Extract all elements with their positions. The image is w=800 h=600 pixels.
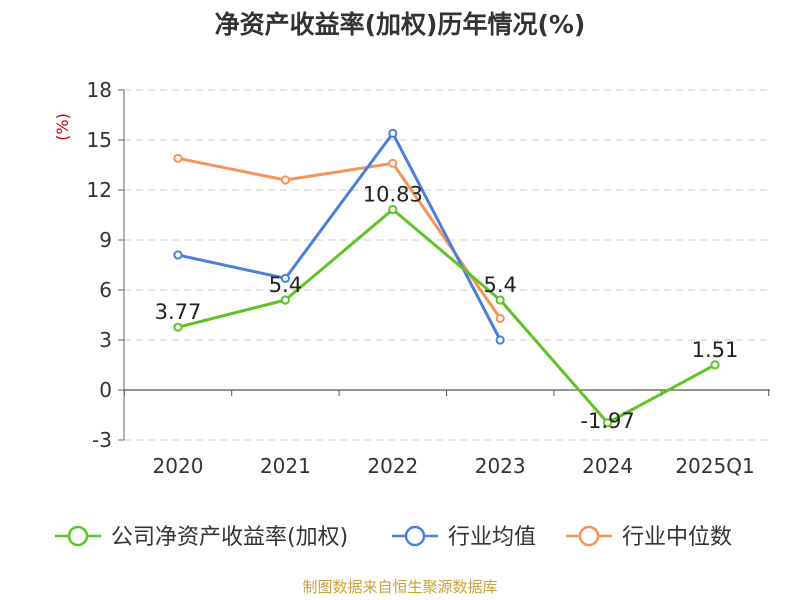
legend-marker-2 bbox=[578, 525, 600, 547]
series-0-point-2023 bbox=[495, 295, 505, 305]
x-tick-label-2025Q1: 2025Q1 bbox=[675, 454, 754, 478]
source-note: 制图数据来自恒生聚源数据库 bbox=[302, 578, 497, 596]
chart-title: 净资产收益率(加权)历年情况(%) bbox=[215, 10, 586, 39]
series-0-point-2021 bbox=[280, 295, 290, 305]
series-1-point-2022 bbox=[388, 128, 398, 138]
legend-label-0: 公司净资产收益率(加权) bbox=[111, 525, 348, 550]
y-tick-label-18: 18 bbox=[87, 78, 112, 102]
y-tick-label-0: 0 bbox=[99, 378, 112, 402]
data-label-2025Q1: 1.51 bbox=[692, 338, 739, 362]
series-line-0 bbox=[177, 208, 716, 425]
data-label-2022: 10.83 bbox=[363, 183, 423, 207]
legend-label-1: 行业均值 bbox=[448, 525, 536, 550]
series-1-point-2021 bbox=[280, 273, 290, 283]
series-0-point-2020 bbox=[173, 322, 183, 332]
series-line-1 bbox=[177, 131, 502, 341]
x-tick-label-2021: 2021 bbox=[260, 454, 311, 478]
data-label-2021: 5.4 bbox=[269, 273, 302, 297]
legend: 公司净资产收益率(加权) 行业均值 行业中位数 bbox=[55, 525, 732, 550]
data-label-2023: 5.4 bbox=[483, 273, 516, 297]
data-labels: 3.77 5.4 10.83 5.4 -1.97 1.51 bbox=[155, 183, 739, 433]
series-line-2 bbox=[177, 156, 502, 320]
series-2-point-2023 bbox=[495, 313, 505, 323]
series-2-point-2022 bbox=[388, 158, 398, 168]
series-0-point-2024 bbox=[603, 418, 613, 428]
y-tick-label-12: 12 bbox=[87, 178, 112, 202]
y-axis-unit: (%) bbox=[53, 113, 72, 141]
series-0-point-2022 bbox=[388, 204, 398, 215]
series-2-point-2021 bbox=[280, 175, 290, 185]
series-1-point-2020 bbox=[173, 250, 183, 260]
y-tick-label-3: 3 bbox=[99, 328, 112, 352]
series-2-point-2020 bbox=[173, 153, 183, 163]
y-tick-label-15: 15 bbox=[87, 128, 112, 152]
y-tick-label-9: 9 bbox=[99, 228, 112, 252]
axes: 18 15 12 9 6 3 0 -3 2020 2021 2022 2023 2024 2025Q1 bbox=[87, 78, 770, 478]
x-tick-label-2020: 2020 bbox=[153, 454, 204, 478]
x-tick-label-2022: 2022 bbox=[367, 454, 418, 478]
y-tick-label--3: -3 bbox=[92, 428, 112, 452]
x-tick-label-2023: 2023 bbox=[475, 454, 526, 478]
legend-label-2: 行业中位数 bbox=[622, 525, 732, 550]
x-tick-label-2024: 2024 bbox=[582, 454, 633, 478]
legend-marker-1 bbox=[404, 525, 426, 547]
legend-marker-0 bbox=[67, 525, 89, 547]
series-1-point-2023 bbox=[495, 335, 505, 345]
y-tick-label-6: 6 bbox=[99, 278, 112, 302]
series-lines bbox=[173, 128, 720, 428]
series-0-point-2025Q1 bbox=[710, 360, 720, 370]
data-label-2024: -1.97 bbox=[580, 409, 634, 433]
data-label-2020: 3.77 bbox=[155, 300, 202, 324]
